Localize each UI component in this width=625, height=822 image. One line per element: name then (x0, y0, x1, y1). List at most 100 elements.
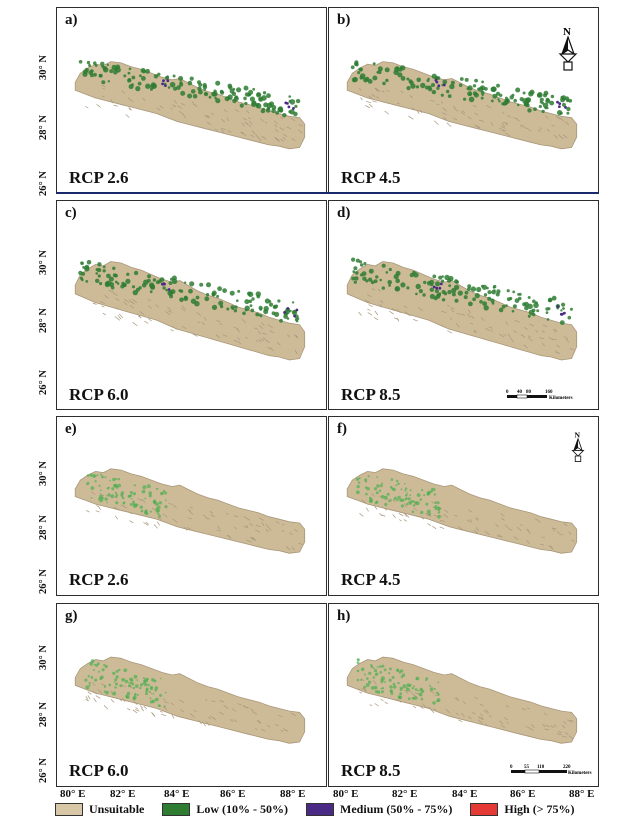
suitability-patch-low (237, 289, 241, 293)
suitability-patch-low (528, 309, 535, 316)
suitability-patch-low (206, 293, 210, 297)
suitability-patch-low (108, 276, 114, 282)
terrain-hachure (485, 328, 490, 332)
terrain-hachure (541, 329, 545, 334)
terrain-hachure (95, 695, 101, 699)
terrain-hachure (178, 699, 185, 703)
terrain-hachure (181, 305, 186, 310)
suitability-patch-low (376, 666, 379, 668)
suitability-patch-low (149, 510, 152, 513)
suitability-patch-low (400, 675, 404, 679)
terrain-hachure (500, 724, 506, 729)
suitability-patch-low (101, 475, 104, 479)
terrain-hachure (276, 341, 281, 346)
suitability-patch-low (481, 93, 484, 97)
terrain-hachure (478, 119, 484, 122)
suitability-patch-low (356, 669, 360, 673)
suitability-patch-low (538, 104, 542, 109)
suitability-patch-low (491, 86, 497, 92)
suitability-patch-low (133, 270, 139, 276)
suitability-patch-low (376, 71, 379, 74)
suitability-patch-low (534, 301, 538, 305)
terrain-hachure (256, 340, 259, 343)
terrain-hachure (562, 134, 568, 139)
suitability-patch-low (429, 279, 435, 285)
terrain-hachure (422, 703, 427, 708)
suitability-patch-low (389, 667, 392, 671)
terrain-hachure (471, 712, 476, 715)
suitability-patch-low (79, 276, 83, 280)
suitability-patch-low (95, 278, 100, 283)
suitability-patch-low (364, 478, 368, 482)
terrain-hachure (103, 705, 109, 710)
terrain-hachure (527, 335, 531, 338)
suitability-patch-low (98, 494, 103, 499)
suitability-patch-low (364, 486, 368, 489)
terrain-hachure (441, 112, 447, 116)
suitability-patch-low (351, 77, 357, 83)
terrain-hachure (374, 310, 379, 316)
suitability-patch-low (172, 74, 176, 78)
terrain-hachure (215, 334, 221, 339)
terrain-hachure (281, 523, 285, 526)
suitability-patch-low (154, 689, 157, 692)
suitability-patch-low (391, 487, 394, 490)
suitability-patch-low (384, 681, 386, 683)
suitability-patch-low (356, 678, 360, 682)
suitability-patch-low (413, 272, 419, 278)
terrain-hachure (474, 697, 478, 700)
suitability-patch-low (107, 493, 111, 497)
terrain-hachure (227, 130, 232, 133)
terrain-hachure (248, 117, 251, 120)
suitability-patch-low (266, 93, 271, 99)
suitability-patch-low (132, 502, 135, 506)
suitability-patch-low (368, 680, 372, 684)
terrain-hachure (365, 100, 372, 104)
suitability-patch-low (408, 683, 412, 687)
suitability-patch-low (256, 294, 261, 299)
terrain-hachure (479, 703, 484, 707)
terrain-hachure (245, 336, 249, 339)
suitability-patch-low (262, 91, 267, 95)
suitability-patch-low (545, 311, 549, 314)
suitability-patch-low (295, 98, 301, 104)
suitability-patch-low (382, 81, 386, 86)
suitability-patch-low (406, 77, 410, 81)
suitability-patch-low (170, 277, 174, 281)
terrain-hachure (426, 513, 432, 517)
suitability-patch-low (275, 111, 280, 115)
map-legend: Unsuitable Low (10% - 50%) Medium (50% -… (55, 800, 615, 818)
suitability-patch-low (414, 688, 418, 691)
terrain-hachure (454, 514, 458, 517)
terrain-hachure (124, 299, 130, 303)
terrain-hachure (537, 129, 541, 133)
suitability-patch-low (449, 83, 455, 90)
suitability-patch-low (388, 284, 391, 287)
terrain-hachure (278, 714, 283, 718)
terrain-hachure (554, 350, 559, 354)
suitability-patch-low (139, 686, 142, 690)
terrain-hachure (207, 517, 210, 520)
suitability-patch-low (468, 301, 473, 307)
terrain-hachure (361, 499, 366, 503)
terrain-hachure (380, 300, 384, 304)
suitability-patch-low (543, 90, 549, 96)
terrain-hachure (260, 322, 265, 326)
suitability-patch-low (144, 510, 148, 515)
scenario-label: RCP 4.5 (341, 570, 401, 589)
suitability-patch-low (502, 103, 506, 106)
terrain-hachure (115, 297, 120, 302)
suitability-patch-low (463, 295, 468, 300)
suitability-patch-low (273, 305, 276, 308)
terrain-hachure (202, 722, 206, 727)
suitability-patch-low (252, 87, 256, 91)
terrain-hachure (221, 118, 226, 123)
terrain-hachure (514, 319, 520, 323)
suitability-patch-low (132, 289, 138, 296)
terrain-hachure (255, 134, 259, 138)
terrain-hachure (513, 536, 519, 540)
map-panel-e: e) RCP 2.6 (56, 416, 327, 596)
suitability-patch-low (400, 76, 406, 81)
terrain-hachure (527, 707, 530, 710)
suitability-patch-low (474, 78, 478, 83)
